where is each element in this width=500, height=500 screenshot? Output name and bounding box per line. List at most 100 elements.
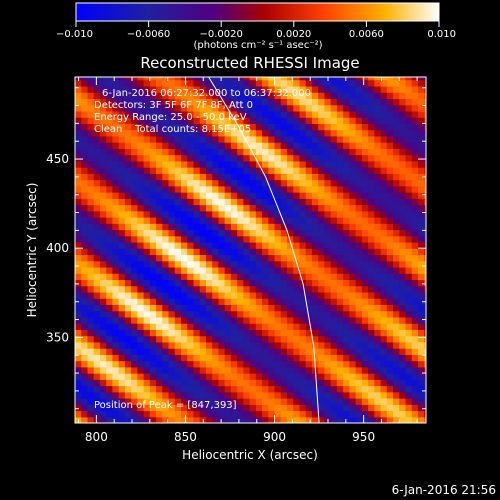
- heatmap-cell: [124, 379, 132, 387]
- heatmap-cell: [193, 173, 201, 181]
- heatmap-cell: [143, 204, 151, 212]
- heatmap-cell: [237, 223, 244, 231]
- heatmap-cell: [374, 354, 382, 362]
- heatmap-cell: [399, 304, 407, 312]
- heatmap-cell: [411, 348, 419, 355]
- heatmap-cell: [212, 192, 220, 199]
- heatmap-cell: [156, 348, 163, 355]
- heatmap-cell: [262, 391, 269, 399]
- heatmap-cell: [106, 117, 114, 124]
- heatmap-cell: [411, 416, 419, 423]
- heatmap-cell: [87, 248, 95, 256]
- heatmap-cell: [274, 79, 282, 87]
- heatmap-cell: [187, 98, 195, 106]
- heatmap-cell: [205, 329, 213, 337]
- heatmap-cell: [293, 129, 301, 137]
- heatmap-cell: [156, 254, 163, 262]
- heatmap-cell: [168, 198, 176, 206]
- heatmap-cell: [99, 104, 107, 112]
- heatmap-cell: [374, 291, 382, 299]
- heatmap-cell: [205, 173, 213, 181]
- heatmap-cell: [212, 391, 220, 399]
- heatmap-cell: [386, 110, 394, 118]
- heatmap-cell: [137, 341, 145, 349]
- heatmap-cell: [143, 348, 151, 355]
- heatmap-cell: [156, 354, 163, 362]
- heatmap-cell: [149, 248, 157, 256]
- heatmap-cell: [87, 304, 95, 312]
- heatmap-cell: [355, 198, 363, 206]
- heatmap-cell: [124, 266, 132, 274]
- heatmap-cell: [230, 335, 238, 343]
- heatmap-cell: [380, 185, 388, 193]
- heatmap-cell: [124, 341, 132, 349]
- heatmap-cell: [417, 129, 425, 137]
- heatmap-cell: [380, 348, 388, 355]
- heatmap-cell: [243, 398, 251, 405]
- heatmap-cell: [374, 385, 382, 393]
- heatmap-cell: [299, 98, 307, 106]
- heatmap-cell: [93, 316, 101, 324]
- heatmap-cell: [224, 142, 232, 149]
- heatmap-cell: [411, 379, 419, 387]
- heatmap-cell: [361, 241, 369, 249]
- heatmap-cell: [143, 385, 151, 393]
- heatmap-cell: [280, 385, 288, 393]
- heatmap-cell: [399, 241, 407, 249]
- heatmap-cell: [162, 373, 170, 380]
- heatmap-cell: [299, 360, 307, 368]
- heatmap-cell: [293, 123, 301, 131]
- heatmap-cell: [237, 291, 244, 299]
- heatmap-cell: [230, 304, 238, 312]
- heatmap-cell: [181, 173, 188, 181]
- heatmap-cell: [187, 279, 195, 287]
- heatmap-cell: [424, 391, 426, 399]
- heatmap-cell: [193, 185, 201, 193]
- heatmap-cell: [199, 204, 207, 212]
- heatmap-cell: [336, 92, 344, 99]
- heatmap-cell: [280, 160, 288, 168]
- heatmap-cell: [349, 210, 357, 218]
- heatmap-cell: [380, 385, 388, 393]
- heatmap-cell: [330, 142, 338, 149]
- heatmap-cell: [424, 385, 426, 393]
- heatmap-cell: [143, 179, 151, 187]
- heatmap-cell: [349, 304, 357, 312]
- heatmap-cell: [187, 366, 195, 374]
- heatmap-cell: [156, 273, 163, 281]
- heatmap-cell: [149, 354, 157, 362]
- heatmap-cell: [149, 210, 157, 218]
- heatmap-cell: [399, 198, 407, 206]
- heatmap-cell: [87, 154, 95, 162]
- heatmap-cell: [162, 142, 170, 149]
- heatmap-cell: [274, 135, 282, 143]
- heatmap-cell: [405, 110, 413, 118]
- heatmap-cell: [305, 385, 313, 393]
- heatmap-cell: [75, 329, 82, 337]
- heatmap-cell: [287, 348, 294, 355]
- heatmap-cell: [349, 98, 357, 106]
- heatmap-cell: [149, 335, 157, 343]
- heatmap-cell: [224, 123, 232, 131]
- heatmap-cell: [368, 379, 375, 387]
- heatmap-cell: [305, 154, 313, 162]
- heatmap-cell: [156, 154, 163, 162]
- heatmap-cell: [311, 379, 319, 387]
- heatmap-cell: [193, 254, 201, 262]
- heatmap-cell: [81, 154, 89, 162]
- heatmap-cell: [112, 135, 120, 143]
- heatmap-cell: [349, 354, 357, 362]
- heatmap-cell: [324, 279, 332, 287]
- heatmap-cell: [299, 404, 307, 412]
- heatmap-cell: [112, 160, 120, 168]
- heatmap-cell: [162, 241, 170, 249]
- heatmap-cell: [218, 254, 226, 262]
- heatmap-cell: [324, 142, 332, 149]
- heatmap-cell: [205, 104, 213, 112]
- heatmap-cell: [156, 398, 163, 405]
- heatmap-cell: [405, 179, 413, 187]
- heatmap-cell: [380, 104, 388, 112]
- heatmap-cell: [368, 248, 375, 256]
- heatmap-cell: [355, 291, 363, 299]
- heatmap-cell: [162, 229, 170, 237]
